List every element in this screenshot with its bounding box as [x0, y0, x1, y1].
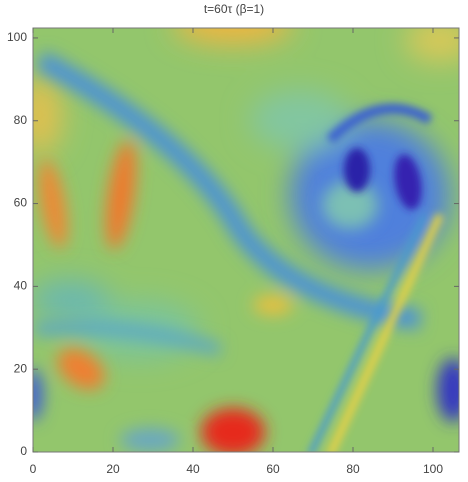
density-field [33, 28, 459, 452]
y-tick-label: 60 [14, 196, 28, 210]
y-tick-label: 40 [14, 279, 28, 293]
x-tick-label: 0 [30, 462, 37, 476]
x-tick-label: 40 [186, 462, 200, 476]
plot-frame [32, 27, 460, 453]
chart-title: t=60τ (β=1) [204, 2, 264, 16]
x-tick-label: 80 [346, 462, 360, 476]
y-tick-label: 0 [20, 444, 27, 458]
y-tick-label: 80 [14, 113, 28, 127]
x-tick-label: 60 [266, 462, 280, 476]
y-tick-label: 100 [7, 30, 27, 44]
y-tick-label: 20 [14, 361, 28, 375]
x-tick-label: 100 [423, 462, 443, 476]
x-tick-label: 20 [106, 462, 120, 476]
